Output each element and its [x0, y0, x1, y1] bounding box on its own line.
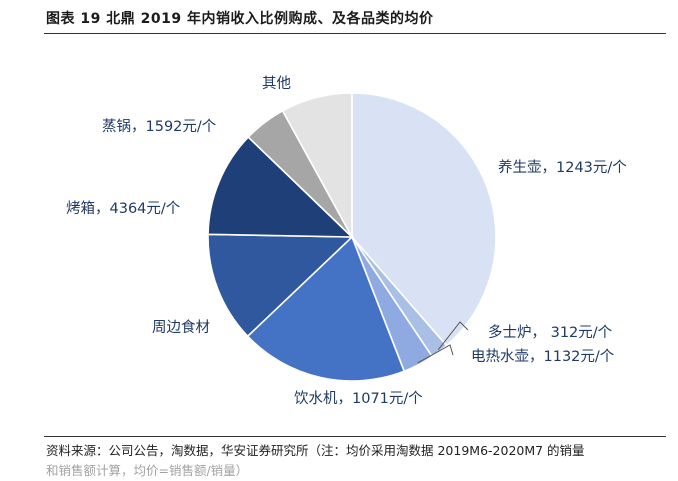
- pie-slice-3: [246, 235, 406, 382]
- source-note-continued: 和销售额计算，均价=销售额/销量）: [46, 463, 249, 478]
- pie-slices: [207, 92, 497, 382]
- leader-lines: [417, 321, 469, 364]
- pie-slice-4: [207, 233, 354, 338]
- slice-label-3: 饮水机，1071元/个: [294, 390, 423, 407]
- title-divider: [44, 33, 666, 34]
- leader-line-0: [437, 321, 469, 351]
- slice-label-2: 电热水壶，1132元/个: [471, 348, 615, 365]
- pie-slice-7: [281, 92, 353, 238]
- slice-label-5: 烤箱，4364元/个: [66, 200, 181, 217]
- source-note: 资料来源：公司公告，淘数据，华安证券研究所（注：均价采用淘数据 2019M6-2…: [46, 443, 585, 458]
- slice-label-4: 周边食材: [152, 319, 210, 336]
- slice-label-1: 多士炉， 312元/个: [488, 324, 613, 341]
- leader-line-1: [417, 344, 454, 364]
- pie-slice-0: [351, 92, 497, 347]
- slice-label-6: 蒸锅，1592元/个: [102, 118, 217, 135]
- figure-title: 图表 19 北鼎 2019 年内销收入比例购成、及各品类的均价: [46, 11, 434, 27]
- footer-divider: [44, 436, 666, 437]
- slice-label-0: 养生壶，1243元/个: [498, 159, 627, 176]
- pie-slice-5: [207, 135, 355, 238]
- slice-label-7: 其他: [262, 75, 291, 92]
